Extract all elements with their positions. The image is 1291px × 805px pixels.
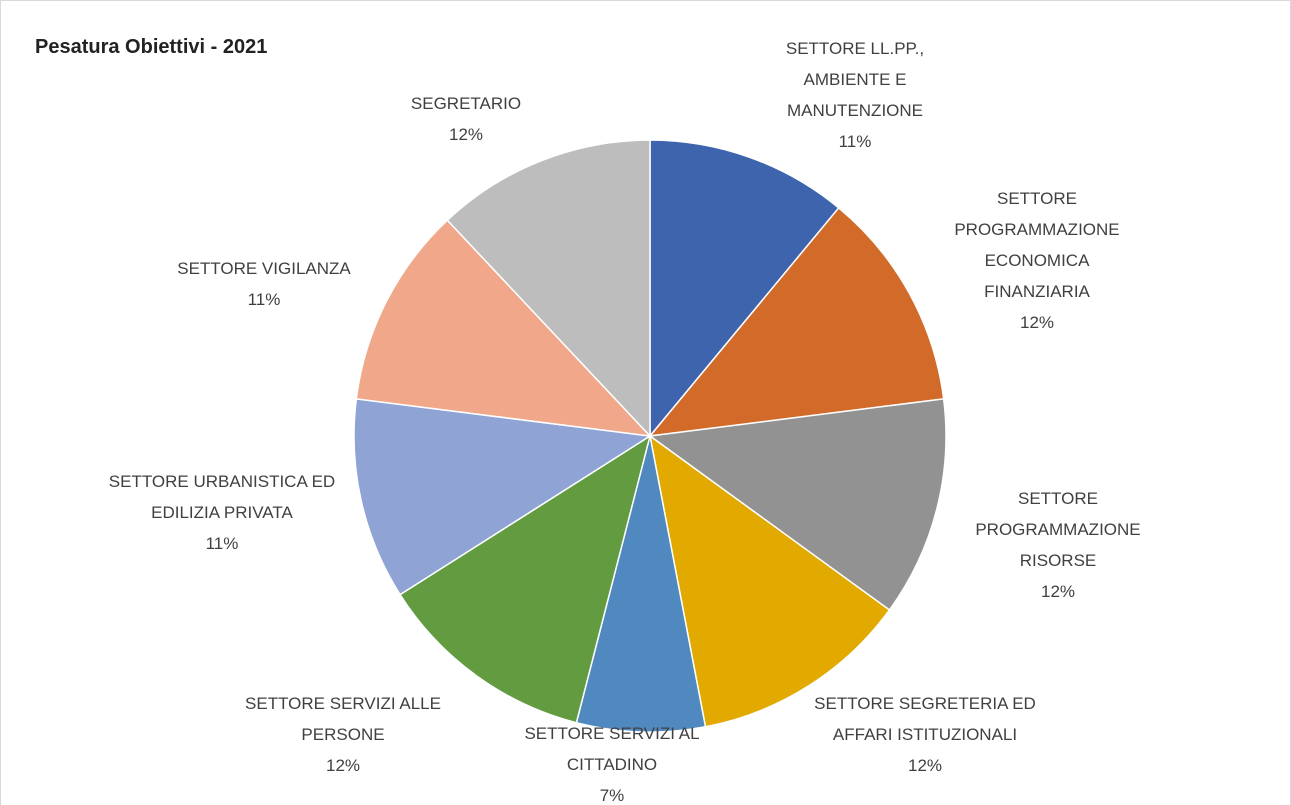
category-label: SETTORE PROGRAMMAZIONE ECONOMICA FINANZI… [954, 189, 1120, 301]
category-label: SETTORE VIGILANZA [177, 259, 351, 278]
value-label: 7% [599, 786, 625, 805]
pie-slice [649, 139, 840, 439]
chart-title: Pesatura Obiettivi - 2021 [35, 36, 268, 58]
category-label: SETTORE SERVIZI AL CITTADINO [524, 724, 700, 774]
data-label: SETTORE VIGILANZA 11% [154, 253, 374, 315]
pie-slice [353, 398, 653, 596]
category-label: SEGRETARIO [410, 94, 522, 113]
pie-slice [648, 398, 947, 612]
value-label: 12% [907, 756, 943, 775]
value-label: 12% [448, 125, 484, 144]
data-label: SETTORE URBANISTICA ED EDILIZIA PRIVATA 1… [102, 466, 342, 559]
value-label: 12% [1019, 313, 1055, 332]
category-label: SETTORE LL.PP., AMBIENTE E MANUTENZIONE [785, 39, 925, 120]
data-label: SETTORE PROGRAMMAZIONE RISORSE 12% [953, 483, 1163, 607]
data-label: SETTORE PROGRAMMAZIONE ECONOMICA FINANZI… [932, 183, 1142, 338]
pie-slice [648, 434, 891, 728]
category-label: SETTORE SERVIZI ALLE PERSONE [245, 694, 441, 744]
data-label: SEGRETARIO 12% [386, 88, 546, 150]
category-label: SETTORE SEGRETERIA ED AFFARI ISTITUZIONA… [814, 694, 1036, 744]
category-label: SETTORE URBANISTICA ED EDILIZIA PRIVATA [108, 472, 336, 522]
pie-slice [575, 435, 707, 733]
pie-slice [446, 139, 651, 438]
value-label: 12% [325, 756, 361, 775]
data-label: SETTORE SEGRETERIA ED AFFARI ISTITUZIONA… [810, 688, 1040, 781]
category-label: SETTORE PROGRAMMAZIONE RISORSE [975, 489, 1141, 570]
data-label: SETTORE LL.PP., AMBIENTE E MANUTENZIONE 1… [765, 33, 945, 157]
pie-slice [399, 434, 652, 724]
value-label: 11% [247, 290, 281, 309]
data-label: SETTORE SERVIZI ALLE PERSONE 12% [228, 688, 458, 781]
pie-slice [648, 206, 945, 437]
pie-slice [355, 219, 652, 438]
value-label: 12% [1040, 582, 1076, 601]
value-label: 11% [838, 132, 872, 151]
value-label: 11% [205, 534, 239, 553]
data-label: SETTORE SERVIZI AL CITTADINO 7% [507, 718, 717, 805]
